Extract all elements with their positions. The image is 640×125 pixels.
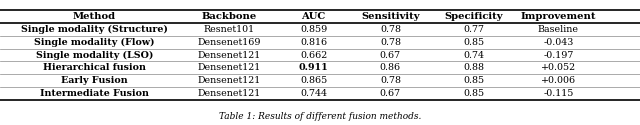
Text: Baseline: Baseline [538,25,579,34]
Text: Single modality (LSO): Single modality (LSO) [36,50,153,60]
Text: Table 1: Results of different fusion methods.: Table 1: Results of different fusion met… [219,112,421,121]
Text: Single modality (Flow): Single modality (Flow) [34,38,155,47]
Text: Intermediate Fusion: Intermediate Fusion [40,89,149,98]
Text: Specificity: Specificity [444,12,503,21]
Text: Hierarchical fusion: Hierarchical fusion [43,63,146,72]
Text: 0.77: 0.77 [463,25,484,34]
Text: Densenet121: Densenet121 [197,63,260,72]
Text: Backbone: Backbone [201,12,257,21]
Text: 0.85: 0.85 [463,89,484,98]
Text: Densenet121: Densenet121 [197,76,260,85]
Text: 0.85: 0.85 [463,38,484,47]
Text: -0.115: -0.115 [543,89,573,98]
Text: Sensitivity: Sensitivity [361,12,420,21]
Text: 0.911: 0.911 [299,63,328,72]
Text: 0.78: 0.78 [380,76,401,85]
Text: 0.85: 0.85 [463,76,484,85]
Text: +0.006: +0.006 [541,76,576,85]
Text: 0.78: 0.78 [380,25,401,34]
Text: Densenet169: Densenet169 [197,38,260,47]
Text: Method: Method [73,12,116,21]
Text: 0.662: 0.662 [300,50,327,59]
Text: Single modality (Structure): Single modality (Structure) [21,25,168,34]
Text: 0.88: 0.88 [463,63,484,72]
Text: +0.052: +0.052 [541,63,576,72]
Text: 0.744: 0.744 [300,89,327,98]
Text: Densenet121: Densenet121 [197,50,260,59]
Text: Resnet101: Resnet101 [204,25,254,34]
Text: 0.78: 0.78 [380,38,401,47]
Text: -0.197: -0.197 [543,50,573,59]
Text: 0.865: 0.865 [300,76,327,85]
Text: Densenet121: Densenet121 [197,89,260,98]
Text: 0.74: 0.74 [463,50,484,59]
Text: 0.816: 0.816 [300,38,327,47]
Text: Early Fusion: Early Fusion [61,76,128,85]
Text: 0.86: 0.86 [380,63,401,72]
Text: -0.043: -0.043 [543,38,573,47]
Text: AUC: AUC [301,12,326,21]
Text: 0.67: 0.67 [380,50,401,59]
Text: 0.859: 0.859 [300,25,327,34]
Text: 0.67: 0.67 [380,89,401,98]
Text: Improvement: Improvement [521,12,596,21]
